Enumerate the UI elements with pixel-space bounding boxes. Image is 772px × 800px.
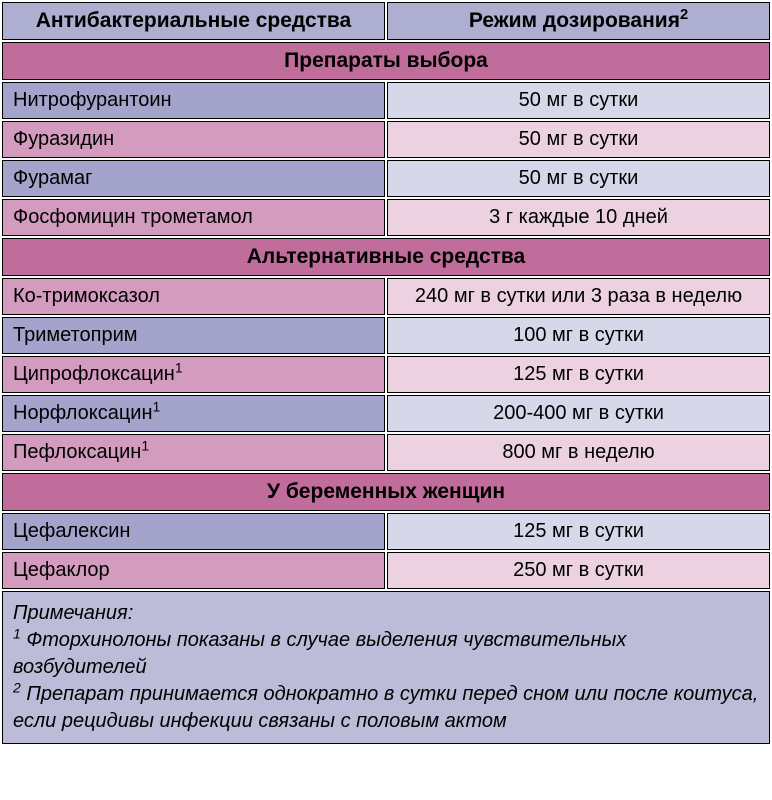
section-header: Альтернативные средства [2,238,770,276]
dose-cell: 240 мг в сутки или 3 раза в неделю [387,278,770,315]
header-col-drug: Антибактериальные средства [2,2,385,40]
drug-name: Ко-тримоксазол [13,285,160,307]
note-text: Препарат принимается однократно в сутки … [13,683,758,732]
drug-name-cell: Ко-тримоксазол [2,278,385,315]
note-sup: 2 [13,679,21,695]
drug-sup: 1 [141,437,149,453]
dose-cell: 100 мг в сутки [387,317,770,354]
dose-cell: 50 мг в сутки [387,82,770,119]
drug-name: Фосфомицин трометамол [13,206,253,228]
drug-name-cell: Цефалексин [2,513,385,550]
drug-name-cell: Ципрофлоксацин1 [2,356,385,393]
dose-cell: 125 мг в сутки [387,513,770,550]
drug-name-cell: Норфлоксацин1 [2,395,385,432]
drug-name: Фуразидин [13,128,114,150]
drug-name: Нитрофурантоин [13,89,172,111]
dose-cell: 200-400 мг в сутки [387,395,770,432]
notes-heading: Примечания: [13,600,759,627]
drug-name-cell: Фуразидин [2,121,385,158]
note-line: 2 Препарат принимается однократно в сутк… [13,681,759,735]
section-header: У беременных женщин [2,473,770,511]
dose-cell: 250 мг в сутки [387,552,770,589]
dose-cell: 3 г каждые 10 дней [387,199,770,236]
drug-name: Фурамаг [13,167,92,189]
drug-name-cell: Триметоприм [2,317,385,354]
drug-name-cell: Нитрофурантоин [2,82,385,119]
dose-cell: 50 мг в сутки [387,121,770,158]
note-text: Фторхинолоны показаны в случае выделения… [13,629,626,678]
notes-cell: Примечания:1 Фторхинолоны показаны в слу… [2,591,770,744]
header-col-dose: Режим дозирования2 [387,2,770,40]
drug-sup: 1 [153,398,161,414]
drug-name-cell: Фосфомицин трометамол [2,199,385,236]
note-line: 1 Фторхинолоны показаны в случае выделен… [13,627,759,681]
drug-sup: 1 [175,359,183,375]
dose-cell: 800 мг в неделю [387,434,770,471]
drug-name: Норфлоксацин [13,402,153,424]
section-header: Препараты выбора [2,42,770,80]
medication-table: Антибактериальные средстваРежим дозирова… [0,0,772,746]
drug-name: Цефалексин [13,520,130,542]
drug-name-cell: Цефаклор [2,552,385,589]
drug-name: Триметоприм [13,324,138,346]
drug-name: Ципрофлоксацин [13,363,175,385]
header-dose-sup: 2 [680,7,688,23]
drug-name-cell: Пефлоксацин1 [2,434,385,471]
drug-name: Цефаклор [13,559,110,581]
dose-cell: 50 мг в сутки [387,160,770,197]
note-sup: 1 [13,625,21,641]
dose-cell: 125 мг в сутки [387,356,770,393]
drug-name: Пефлоксацин [13,441,141,463]
drug-name-cell: Фурамаг [2,160,385,197]
header-dose-text: Режим дозирования [469,9,680,32]
